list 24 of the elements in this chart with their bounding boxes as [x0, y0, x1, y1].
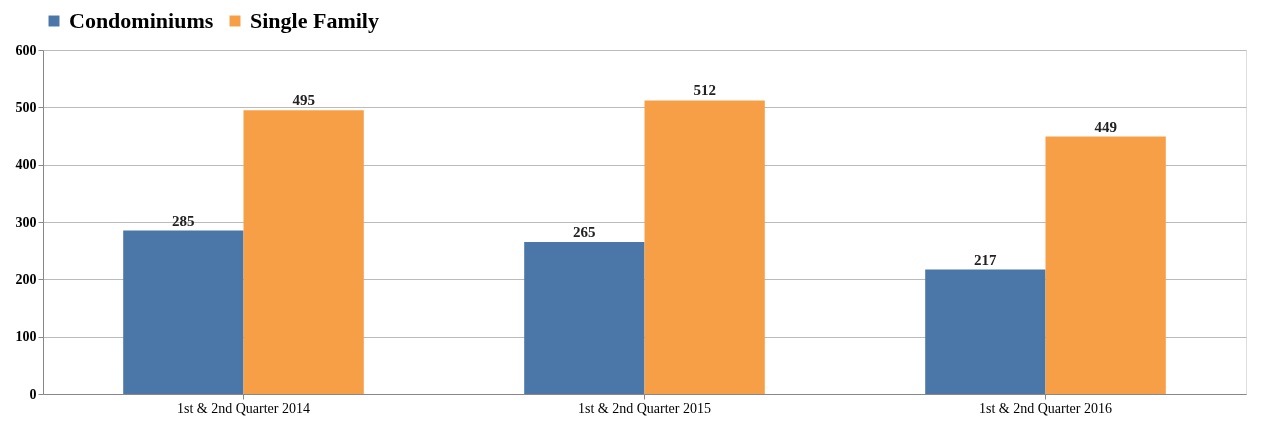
y-tick-label: 200	[15, 271, 37, 287]
y-tick-label: 400	[15, 157, 37, 173]
x-tick-label: 1st & 2nd Quarter 2015	[578, 400, 711, 416]
y-tick-label: 500	[15, 99, 37, 115]
legend-label: Single Family	[250, 8, 379, 33]
bar	[1045, 136, 1166, 394]
y-tick-label: 100	[15, 329, 37, 345]
y-tick-label: 300	[15, 214, 37, 230]
x-tick-label: 1st & 2nd Quarter 2014	[177, 400, 310, 416]
data-label: 285	[172, 212, 195, 229]
bar	[243, 110, 364, 394]
legend-label: Condominiums	[69, 8, 214, 33]
data-label: 512	[693, 82, 716, 99]
x-tick-label: 1st & 2nd Quarter 2016	[979, 400, 1112, 416]
data-label: 265	[573, 224, 596, 241]
bar	[524, 242, 645, 394]
data-label: 217	[974, 251, 998, 268]
bar	[123, 230, 244, 394]
data-label: 449	[1094, 118, 1117, 135]
bar	[925, 269, 1046, 394]
y-tick-label: 600	[15, 42, 37, 58]
bar	[644, 100, 765, 394]
y-tick-label: 0	[29, 386, 37, 402]
data-label: 495	[292, 92, 315, 109]
